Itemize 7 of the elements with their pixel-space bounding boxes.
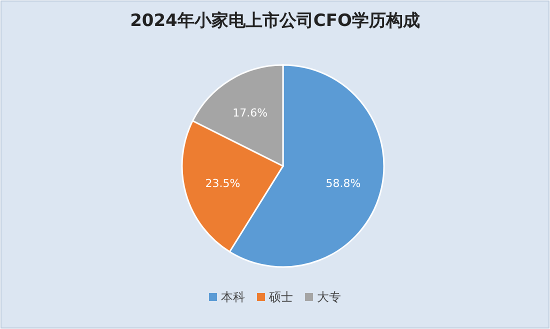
- data-label: 58.8%: [326, 177, 361, 190]
- chart-title: 2024年小家电上市公司CFO学历构成: [130, 11, 420, 31]
- legend-label: 硕士: [268, 290, 293, 304]
- data-label: 23.5%: [205, 176, 240, 190]
- legend-label: 大专: [317, 290, 341, 304]
- data-label: 17.6%: [232, 106, 268, 120]
- legend-label: 本科: [221, 290, 245, 304]
